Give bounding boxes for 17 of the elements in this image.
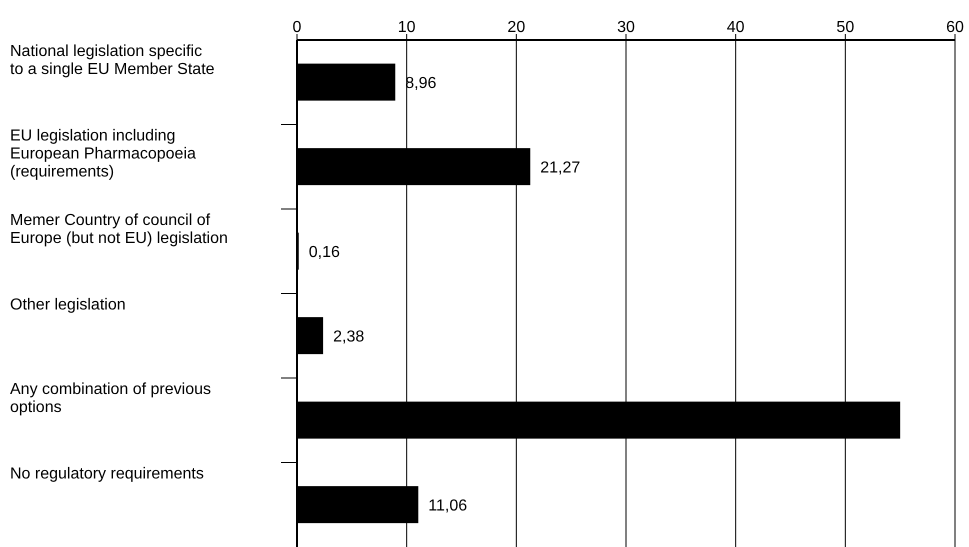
- y-tick-label: EU legislation including European Pharmacopoeia (requirements): [10, 128, 196, 180]
- y-tick-label: Any combination of previous options: [10, 381, 211, 416]
- y-tick-label: National legislation specific to a single EU Member State: [10, 43, 215, 78]
- y-tick-label: Memer Country of council of Europe (but not EU) legislation: [10, 212, 228, 247]
- x-tick-label: 40: [726, 19, 745, 36]
- data-label: 0,16: [308, 244, 340, 262]
- x-tick-label: 0: [292, 19, 302, 36]
- y-tick-label: No regulatory requirements: [10, 466, 204, 482]
- x-tick-label: 50: [836, 19, 854, 36]
- x-tick-label: 20: [507, 19, 526, 36]
- x-tick-label: 10: [398, 19, 416, 36]
- data-label: 21,27: [540, 160, 580, 177]
- y-tick-label: Other legislation: [10, 296, 126, 314]
- x-tick-label: 30: [617, 19, 635, 36]
- data-label: 2,38: [333, 328, 364, 346]
- x-tick-label: 60: [946, 19, 964, 36]
- data-label: 11,06: [428, 498, 468, 515]
